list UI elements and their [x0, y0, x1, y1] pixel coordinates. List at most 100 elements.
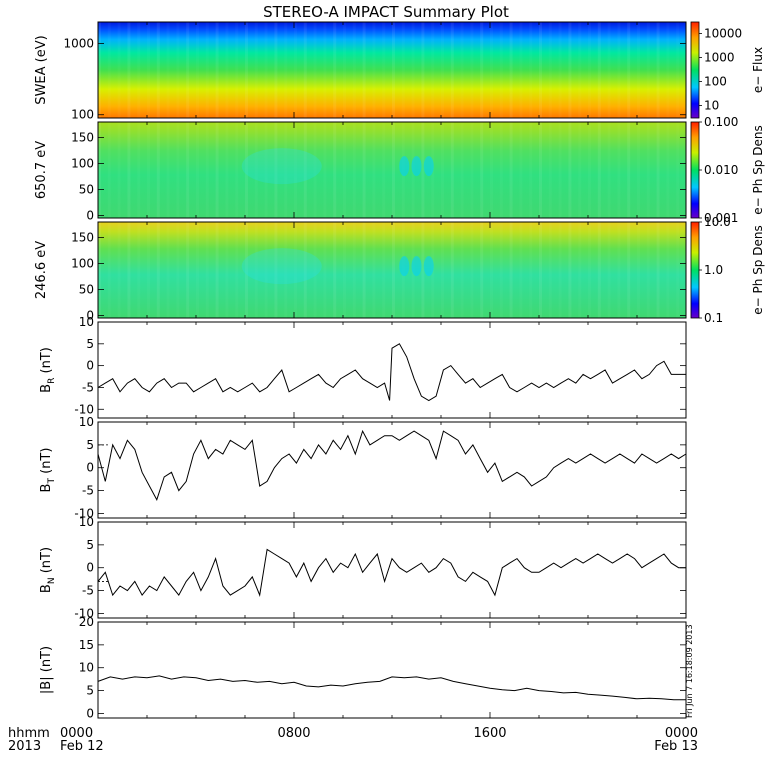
bn-ylabel-sub: N: [47, 577, 57, 584]
swea-heatmap-streak: [118, 22, 121, 118]
pad650-colorbar-tick-label: 0.001: [704, 211, 738, 225]
pad246-low-density-spot: [423, 256, 434, 277]
pad246-heatmap-streak: [519, 222, 522, 318]
pad246-heatmap-streak: [588, 222, 591, 318]
swea-heatmap-streak: [529, 22, 532, 118]
panel-br: -10 -5 0 5 10 BR (nT): [39, 315, 687, 419]
pad650-ytick-label: 0: [86, 208, 94, 222]
swea-heatmap-streak: [314, 22, 317, 118]
swea-heatmap-streak: [441, 22, 444, 118]
swea-heatmap-streak: [235, 22, 238, 118]
bn-ylabel-main: B: [39, 584, 54, 593]
swea-heatmap-streak: [450, 22, 454, 118]
pad650-heatmap-streak: [382, 122, 385, 218]
pad246-heatmap-streak: [303, 222, 307, 318]
swea-heatmap-streak: [461, 22, 464, 118]
bn-ytick-label: -10: [74, 606, 94, 620]
pad246-ylabel: 246.6 eV: [34, 241, 49, 299]
br-ylabel: BR (nT): [39, 347, 57, 393]
pad650-heatmap-streak: [186, 122, 190, 218]
hhmm-label: hhmm: [8, 726, 50, 741]
swea-heatmap-streak: [627, 22, 631, 118]
pad246-colorbar-tick-label: 10.0: [704, 215, 731, 229]
pad650-ytick-label: 50: [79, 182, 94, 196]
pad246-heatmap-streak: [529, 222, 532, 318]
swea-heatmap-streak: [676, 22, 679, 118]
swea-heatmap-streak: [362, 22, 366, 118]
pad650-heatmap-streak: [647, 122, 650, 218]
pad246-colorbar-tick-label: 0.1: [704, 311, 723, 325]
swea-colorbar-tick-label: 100: [704, 74, 727, 88]
pad650-heatmap-streak: [627, 122, 631, 218]
pad246-heatmap-streak: [167, 222, 170, 318]
pad650-heatmap-streak: [118, 122, 121, 218]
swea-ytick-label: 100: [71, 108, 94, 122]
bmag-ylabel: |B| (nT): [39, 646, 54, 694]
swea-heatmap-streak: [343, 22, 346, 118]
bn-frame: [97, 521, 687, 619]
pad650-heatmap-streak: [549, 122, 552, 218]
bmag-ylabel-unit: (nT): [39, 646, 54, 676]
pad246-heatmap-streak: [225, 222, 228, 318]
pad246-low-density-region: [241, 248, 322, 285]
bt-ytick-label: 5: [86, 438, 94, 452]
pad246-heatmap-streak: [549, 222, 552, 318]
pad246-heatmap-streak: [127, 222, 131, 318]
pad246-heatmap-streak: [206, 222, 209, 318]
swea-heatmap-streak: [431, 22, 434, 118]
pad246-heatmap-streak: [656, 222, 660, 318]
swea-heatmap-streak: [294, 22, 297, 118]
pad246-heatmap-streak: [421, 222, 425, 318]
swea-heatmap-streak: [588, 22, 591, 118]
pad246-heatmap-streak: [608, 222, 611, 318]
pad246-heatmap-streak: [461, 222, 464, 318]
br-ytick-label: 5: [86, 337, 94, 351]
pad650-low-density-spot: [423, 156, 434, 177]
swea-heatmap-streak: [245, 22, 248, 118]
pad246-heatmap-streak: [627, 222, 631, 318]
pad246-heatmap-streak: [578, 222, 581, 318]
pad246-heatmap-streak: [323, 222, 326, 318]
pad650-low-density-spot: [399, 156, 410, 177]
swea-heatmap-streak: [500, 22, 503, 118]
pad246-low-density-spot: [411, 256, 422, 277]
pad246-heatmap-streak: [441, 222, 444, 318]
time-tick-top: 0000: [665, 726, 698, 741]
pad650-heatmap-streak: [206, 122, 209, 218]
swea-heatmap-streak: [656, 22, 660, 118]
pad650-ytick-label: 100: [71, 157, 94, 171]
pad246-ytick-label: 50: [79, 282, 94, 296]
bn-ytick-label: 5: [86, 538, 94, 552]
pad650-heatmap-streak: [666, 122, 669, 218]
year-label: 2013: [8, 739, 41, 754]
pad246-ytick-label: 150: [71, 231, 94, 245]
pad650-heatmap-streak: [421, 122, 425, 218]
pad650-heatmap-streak: [137, 122, 140, 218]
bmag-ytick-label: 20: [79, 615, 94, 629]
pad246-heatmap-streak: [118, 222, 121, 318]
swea-heatmap-streak: [333, 22, 337, 118]
swea-heatmap-streak: [568, 22, 572, 118]
bn-ytick-label: -5: [82, 584, 94, 598]
pad246-heatmap-streak: [500, 222, 503, 318]
bt-ylabel-unit: (nT): [39, 448, 54, 478]
swea-heatmap-streak: [402, 22, 405, 118]
swea-heatmap-streak: [597, 22, 601, 118]
swea-heatmap-streak: [196, 22, 199, 118]
swea-heatmap-streak: [108, 22, 111, 118]
swea-heatmap-streak: [265, 22, 268, 118]
pad246-heatmap-streak: [353, 222, 356, 318]
pad246-colorbar-tick-label: 1.0: [704, 263, 723, 277]
pad246-heatmap-streak: [362, 222, 366, 318]
bn-series-line: [97, 548, 686, 597]
br-series-line: [97, 343, 686, 402]
pad650-heatmap-streak: [539, 122, 542, 218]
pad650-heatmap-streak: [167, 122, 170, 218]
br-ylabel-unit: (nT): [39, 347, 54, 377]
swea-heatmap-streak: [509, 22, 513, 118]
pad650-heatmap-streak: [147, 122, 150, 218]
swea-heatmap-streak: [323, 22, 326, 118]
swea-heatmap-streak: [608, 22, 611, 118]
swea-heatmap-streak: [274, 22, 278, 118]
